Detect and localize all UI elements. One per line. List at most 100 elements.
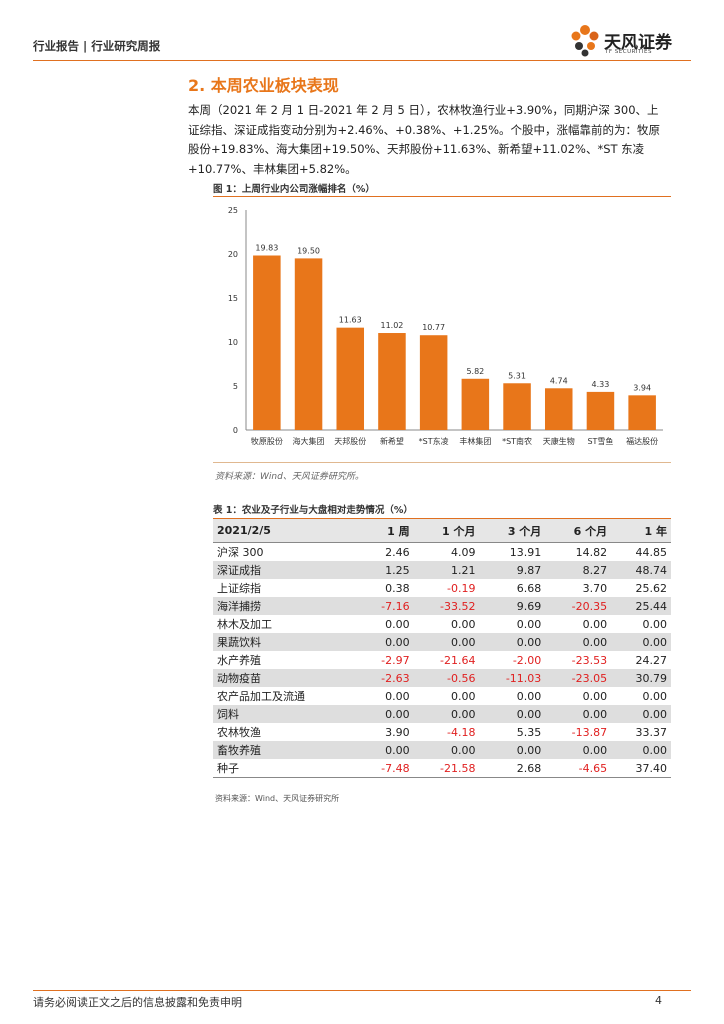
table-row: 果蔬饮料 0.00 0.00 0.00 0.00 0.00 [213, 633, 671, 651]
x-tick-label: 牧原股份 [251, 436, 283, 446]
table-cell: -0.56 [413, 669, 480, 687]
table-header-cell: 1 年 [611, 518, 671, 543]
table-cell: -11.03 [479, 669, 546, 687]
table-cell: 0.00 [413, 741, 480, 759]
table-cell: 0.00 [545, 705, 612, 723]
x-tick-label: *ST东凌 [419, 436, 449, 446]
table-cell: 8.27 [545, 561, 612, 579]
figure-top-rule [213, 196, 671, 197]
table-cell: 0.00 [611, 705, 671, 723]
bar-value-label: 3.94 [633, 383, 651, 392]
bar-chart: 0 5 10 15 20 25 19.83 牧原股份 19.50 海大集团 11.63 天邦股份 11.… [228, 206, 663, 446]
logo-flower-icon [571, 25, 599, 57]
y-tick-label: 20 [228, 250, 238, 259]
table-row: 动物疫苗 -2.63 -0.56 -11.03 -23.05 30.79 [213, 669, 671, 687]
bar [378, 333, 406, 430]
bar-value-label: 11.63 [339, 316, 362, 325]
table-cell: 1.25 [358, 561, 414, 579]
table-cell: 9.69 [479, 597, 546, 615]
bar [544, 388, 573, 430]
bar [461, 378, 490, 430]
x-tick-label: *ST南农 [502, 436, 532, 446]
table-row-label: 种子 [213, 759, 359, 778]
x-tick-label: 新希望 [380, 436, 404, 446]
table-row-label: 沪深 300 [217, 546, 264, 559]
table-cell: 0.00 [385, 617, 410, 631]
bar [503, 383, 531, 430]
y-tick-label: 10 [228, 338, 238, 347]
table-row-label: 农林牧渔 [217, 726, 261, 739]
table-cell: -2.00 [512, 653, 542, 667]
table-source: 资料来源：Wind、天风证券研究所 [215, 794, 340, 803]
table-cell: 0.00 [413, 633, 480, 651]
table-cell: -33.52 [413, 597, 480, 615]
table-cell: 2.68 [479, 759, 546, 778]
table-cell: 44.85 [635, 545, 668, 559]
bar-value-label: 10.77 [422, 323, 445, 332]
footer-disclaimer: 请务必阅读正文之后的信息披露和免责申明 [33, 996, 242, 1009]
table-row: 农林牧渔 3.90 -4.18 5.35 -13.87 33.37 [213, 723, 671, 741]
table-cell: -21.64 [440, 653, 476, 667]
bar-value-label: 5.82 [466, 367, 484, 376]
table-cell: 0.00 [611, 633, 671, 651]
table-cell: 3.90 [385, 725, 410, 739]
table-row: 种子 -7.48 -21.58 2.68 -4.65 37.40 [213, 759, 671, 778]
table-cell: 0.00 [642, 689, 668, 703]
y-tick-label: 25 [228, 206, 238, 215]
bar-value-label: 11.02 [380, 321, 403, 330]
table-row: 沪深 300 2.46 4.09 13.91 14.82 44.85 [213, 543, 671, 562]
table-cell: -2.63 [358, 669, 414, 687]
table-cell: 0.00 [450, 689, 476, 703]
table-row: 海洋捕捞 -7.16 -33.52 9.69 -20.35 25.44 [213, 597, 671, 615]
table-cell: 5.35 [516, 725, 542, 739]
table-row-label: 农产品加工及流通 [217, 690, 305, 703]
table-header-cell: 2021/2/5 [213, 518, 359, 543]
table-cell: -0.19 [447, 581, 476, 595]
table-cell: -23.05 [545, 669, 612, 687]
x-tick-label: 福达股份 [626, 436, 658, 446]
figure-source: 资料来源：Wind、天风证券研究所。 [215, 472, 364, 482]
table-row: 农产品加工及流通 0.00 0.00 0.00 0.00 0.00 [213, 687, 671, 705]
table-cell: -4.65 [545, 759, 612, 778]
table-row: 水产养殖 -2.97 -21.64 -2.00 -23.53 24.27 [213, 651, 671, 669]
table-cell: 25.44 [611, 597, 671, 615]
table-cell: 0.00 [413, 705, 480, 723]
table-cell: 24.27 [635, 653, 668, 667]
company-logo: 天风证券 TF SECURITIES [568, 22, 678, 62]
table-cell: -21.58 [413, 759, 480, 778]
bar-value-label: 5.31 [508, 371, 526, 380]
logo-text: 天风证券 [604, 33, 672, 53]
bar [253, 255, 281, 430]
table-cell: 37.40 [611, 759, 671, 778]
y-tick-label: 0 [233, 426, 238, 435]
table-row: 深证成指 1.25 1.21 9.87 8.27 48.74 [213, 561, 671, 579]
table-cell: 4.09 [450, 545, 476, 559]
table-cell: 0.00 [358, 633, 414, 651]
table-cell: 1.21 [413, 561, 480, 579]
table-row: 饲料 0.00 0.00 0.00 0.00 0.00 [213, 705, 671, 723]
x-tick-label: 海大集团 [293, 436, 325, 446]
table-cell: 0.00 [611, 741, 671, 759]
table-cell: -23.53 [571, 653, 608, 667]
table-cell: 25.62 [635, 581, 668, 595]
table-cell: 0.00 [358, 741, 414, 759]
table-cell: 30.79 [611, 669, 671, 687]
table-cell: 0.00 [450, 617, 476, 631]
table-row: 上证综指 0.38 -0.19 6.68 3.70 25.62 [213, 579, 671, 597]
table-cell: -2.97 [381, 653, 410, 667]
table-cell: 48.74 [611, 561, 671, 579]
table-cell: 9.87 [479, 561, 546, 579]
table-cell: 0.00 [582, 689, 608, 703]
table-row-label: 海洋捕捞 [213, 597, 359, 615]
section-paragraph: 本周（2021 年 2 月 1 日-2021 年 2 月 5 日），农林牧渔行业… [188, 103, 661, 176]
table-row-label: 果蔬饮料 [213, 633, 359, 651]
table-cell: -4.18 [447, 725, 476, 739]
x-tick-label: 丰林集团 [459, 436, 491, 446]
header-divider [33, 60, 691, 61]
table-header-cell: 1 周 [358, 518, 414, 543]
table-cell: -7.16 [358, 597, 414, 615]
table-cell: 0.00 [545, 633, 612, 651]
table-row-label: 水产养殖 [217, 654, 261, 667]
table-cell: 0.00 [642, 617, 668, 631]
